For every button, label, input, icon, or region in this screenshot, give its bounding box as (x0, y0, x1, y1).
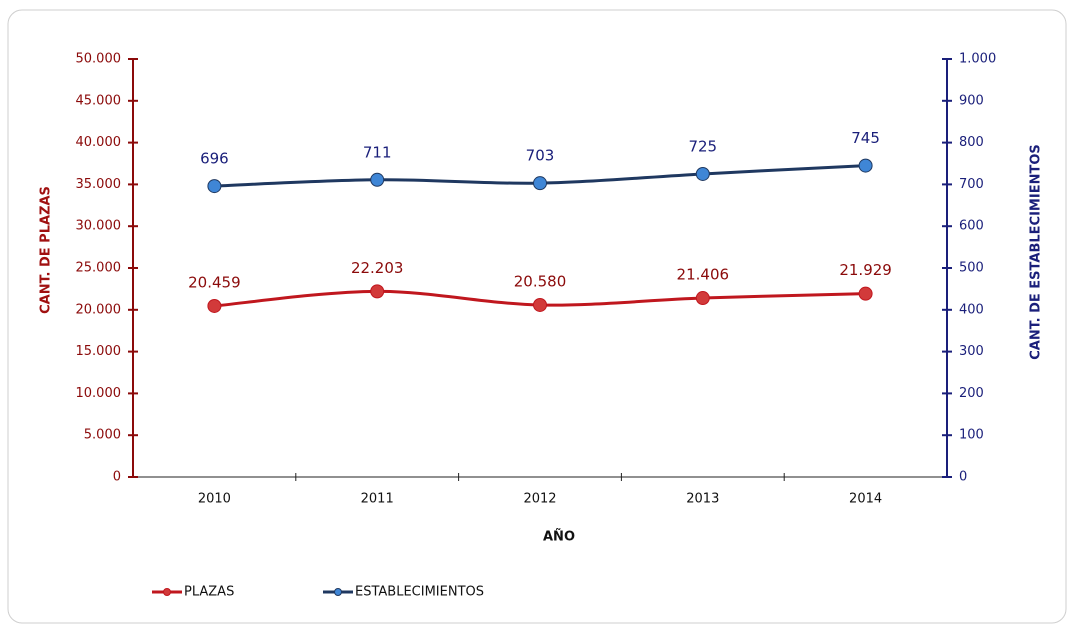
legend-marker (163, 588, 171, 596)
y-tick-label: 15.000 (76, 344, 122, 359)
y2-axis-label: CANT. DE ESTABLECIMIENTOS (1029, 144, 1044, 359)
marker (695, 166, 710, 181)
x-tick-label: 2012 (523, 492, 556, 507)
legend-marker (334, 588, 342, 596)
y2-tick-label: 600 (959, 219, 984, 234)
y2-tick-label: 200 (959, 386, 984, 401)
y-tick-label: 45.000 (76, 93, 122, 108)
y-tick-label: 5.000 (84, 428, 121, 443)
x-axis-label: AÑO (543, 529, 575, 545)
y2-tick-label: 300 (959, 344, 984, 359)
legend-label: PLAZAS (184, 585, 234, 600)
panel (7, 9, 1067, 624)
x-tick-label: 2011 (361, 492, 394, 507)
x-tick-label: 2013 (686, 492, 719, 507)
legend-label: ESTABLECIMIENTOS (355, 585, 484, 600)
data-label: 725 (688, 137, 717, 155)
y2-tick-label: 100 (959, 428, 984, 443)
marker (858, 158, 873, 173)
y2-tick-label: 500 (959, 261, 984, 276)
marker (207, 179, 222, 194)
y-tick-label: 40.000 (76, 135, 122, 150)
data-label: 21.406 (677, 266, 730, 284)
x-tick-label: 2010 (198, 492, 231, 507)
y-tick-label: 30.000 (76, 219, 122, 234)
y-tick-label: 35.000 (76, 177, 122, 192)
y-axis-label: CANT. DE PLAZAS (39, 186, 54, 314)
marker (858, 286, 873, 301)
y2-tick-label: 1.000 (959, 52, 996, 67)
x-tick-label: 2014 (849, 492, 882, 507)
marker (533, 176, 547, 191)
marker (370, 284, 385, 299)
y2-tick-label: 400 (959, 302, 984, 317)
y2-tick-label: 0 (959, 470, 967, 485)
data-label: 20.459 (188, 273, 241, 291)
y-tick-label: 10.000 (76, 386, 122, 401)
marker (370, 172, 385, 187)
data-label: 703 (526, 147, 555, 165)
data-label: 20.580 (514, 272, 567, 290)
y-tick-label: 25.000 (76, 261, 122, 276)
y2-tick-label: 700 (959, 177, 984, 192)
data-label: 21.929 (839, 261, 892, 279)
y-tick-label: 20.000 (76, 302, 122, 317)
data-label: 696 (200, 150, 229, 168)
y2-tick-label: 800 (959, 135, 984, 150)
marker (207, 298, 222, 313)
y-tick-label: 50.000 (76, 52, 122, 67)
marker (533, 297, 547, 312)
marker (695, 291, 710, 306)
data-label: 711 (363, 143, 392, 161)
y2-tick-label: 900 (959, 93, 984, 108)
data-label: 22.203 (351, 259, 404, 277)
data-label: 745 (851, 129, 880, 147)
y-tick-label: 0 (113, 470, 121, 485)
